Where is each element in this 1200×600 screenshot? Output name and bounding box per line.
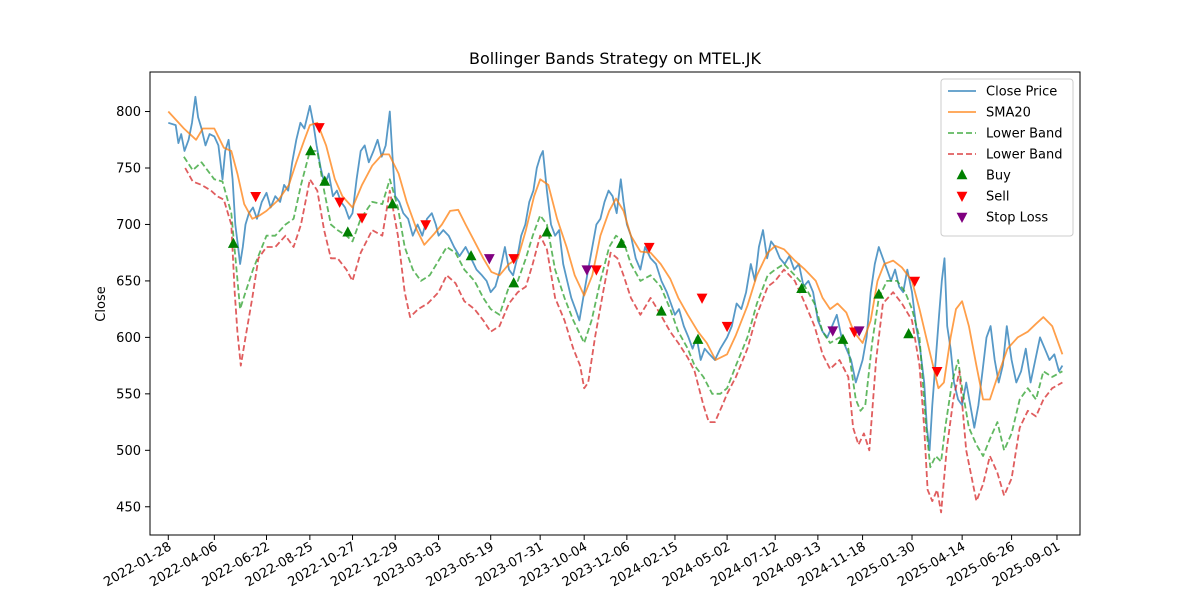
marker-buy-1 [305, 145, 316, 156]
marker-buy-13 [873, 288, 885, 299]
marker-sell-3 [356, 213, 368, 224]
series-lower-band-2-line [183, 150, 1063, 469]
marker-buy-3 [342, 226, 354, 237]
marker-sell-5 [508, 254, 520, 265]
legend-close-price-0-label: Close Price [986, 85, 1057, 100]
marker-stop-loss-1 [581, 265, 593, 276]
marker-stop-loss-2 [827, 326, 839, 337]
chart-title: Bollinger Bands Strategy on MTEL.JK [469, 49, 761, 68]
marker-buy-12 [837, 333, 849, 344]
marker-buy-10 [692, 333, 704, 344]
marker-sell-4 [420, 220, 432, 231]
series-close-price-0-line [168, 95, 1064, 452]
marker-stop-loss-0 [483, 254, 495, 265]
marker-sell-2 [334, 197, 346, 208]
marker-buy-5 [465, 250, 477, 261]
plot-frame [149, 71, 1081, 536]
marker-sell-8 [696, 293, 708, 304]
plot-series [167, 95, 1064, 514]
marker-sell-7 [643, 242, 655, 254]
legend-buy-4-label: Buy [986, 169, 1011, 184]
y-tick-label-6: 750 [116, 161, 141, 176]
legend-lower-band-3-label: Lower Band [986, 148, 1062, 163]
y-axis: 450 500 550 600 650 700 750 800 [116, 105, 150, 515]
y-tick-label-2: 550 [116, 387, 141, 402]
y-tick-label-1: 500 [116, 444, 141, 459]
marker-buy-0 [227, 237, 239, 248]
marker-sell-1 [313, 123, 325, 134]
legend: Close Price SMA20 Lower Band Lower Band Buy S… [940, 78, 1074, 237]
marker-sell-11 [909, 276, 921, 287]
marker-buy-11 [796, 282, 808, 294]
legend-box [940, 78, 1074, 237]
legend-stop-loss-6-label: Stop Loss [986, 211, 1048, 226]
marker-sell-0 [250, 192, 262, 203]
series-sma20-1-line [167, 110, 1064, 401]
y-tick-label-3: 600 [116, 331, 141, 346]
series-lower-band-3-line [184, 167, 1063, 514]
legend-sell-5-label: Sell [986, 190, 1009, 205]
y-tick-label-5: 700 [116, 218, 141, 233]
marker-buy-6 [508, 277, 520, 288]
legend-sell-swatch [956, 191, 968, 202]
marker-buy-9 [655, 305, 667, 316]
y-tick-label-0: 450 [116, 500, 141, 515]
marker-buy-4 [387, 198, 398, 209]
legend-sma20-1-label: SMA20 [986, 106, 1031, 121]
marker-buy-7 [541, 226, 553, 237]
legend-lower-band-2-label: Lower Band [986, 127, 1062, 142]
marker-buy-2 [319, 175, 331, 186]
y-tick-label-4: 650 [116, 274, 141, 289]
marker-sell-12 [931, 367, 943, 378]
plot-markers [227, 123, 943, 378]
marker-stop-loss-3 [853, 326, 865, 337]
marker-sell-6 [590, 265, 602, 276]
x-axis: 2022-01-282022-04-062022-06-222022-08-25… [101, 535, 1063, 590]
y-axis-label: Close [94, 286, 109, 321]
marker-buy-8 [616, 237, 627, 248]
y-tick-label-7: 800 [116, 105, 141, 120]
legend-stop-loss-swatch [956, 212, 968, 223]
legend-buy-swatch [956, 169, 968, 180]
marker-sell-9 [721, 321, 733, 333]
marker-buy-14 [903, 327, 915, 339]
